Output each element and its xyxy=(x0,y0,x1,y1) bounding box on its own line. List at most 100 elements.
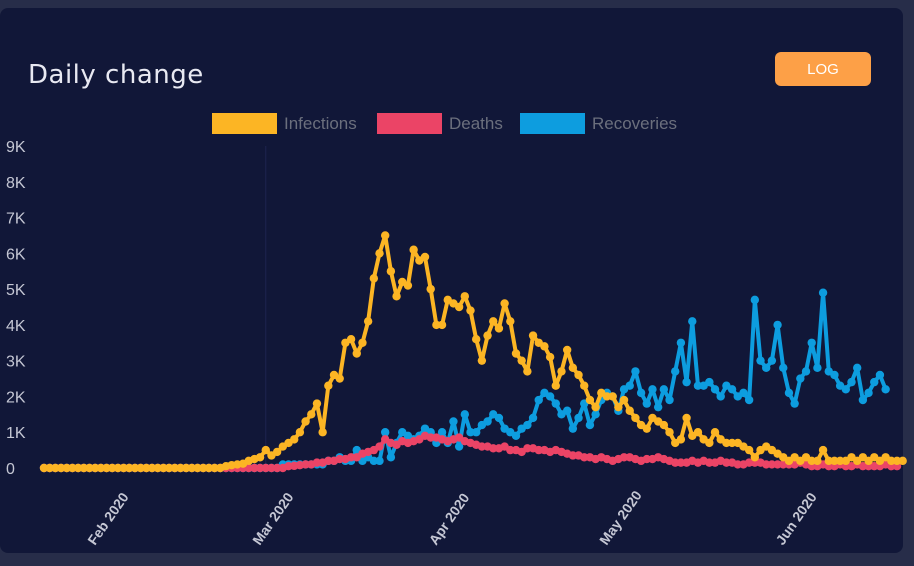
data-point-infections xyxy=(409,245,418,254)
x-tick-label: Jun 2020 xyxy=(772,489,820,547)
data-point-infections xyxy=(545,352,555,362)
data-point-recoveries xyxy=(756,356,765,365)
data-point-infections xyxy=(466,306,475,315)
y-tick-label: 7K xyxy=(6,211,26,228)
data-point-recoveries xyxy=(847,377,856,387)
data-point-recoveries xyxy=(779,363,788,373)
data-point-infections xyxy=(352,349,361,358)
data-point-infections xyxy=(710,428,720,437)
log-scale-button[interactable]: LOG xyxy=(775,52,871,86)
data-point-infections xyxy=(585,395,595,405)
data-point-recoveries xyxy=(653,402,663,412)
data-point-recoveries xyxy=(659,385,669,394)
legend-swatch-recoveries xyxy=(520,113,585,134)
data-point-infections xyxy=(705,438,714,448)
data-point-recoveries xyxy=(528,413,538,423)
y-tick-label: 4K xyxy=(6,318,26,335)
data-point-infections xyxy=(574,370,583,380)
data-point-infections xyxy=(693,428,703,437)
data-point-infections xyxy=(494,324,504,333)
data-point-recoveries xyxy=(523,420,532,430)
data-point-infections xyxy=(528,331,538,340)
legend-swatch-deaths xyxy=(377,113,442,134)
data-point-infections xyxy=(420,252,430,262)
data-point-recoveries xyxy=(574,413,583,423)
data-point-infections xyxy=(255,453,265,462)
legend-label-infections: Infections xyxy=(284,114,357,133)
data-point-recoveries xyxy=(671,367,680,376)
data-point-recoveries xyxy=(801,367,811,376)
data-point-infections xyxy=(363,317,373,326)
data-point-recoveries xyxy=(688,317,697,326)
data-point-recoveries xyxy=(625,381,634,390)
data-point-recoveries xyxy=(727,385,737,394)
data-point-infections xyxy=(551,381,560,390)
data-point-infections xyxy=(261,445,270,455)
data-point-recoveries xyxy=(483,417,492,426)
data-point-recoveries xyxy=(807,338,816,347)
data-point-deaths xyxy=(375,442,384,451)
data-point-infections xyxy=(619,395,629,405)
data-point-infections xyxy=(358,338,367,347)
data-point-infections xyxy=(506,317,515,326)
data-point-recoveries xyxy=(636,388,646,398)
data-point-infections xyxy=(471,335,481,344)
data-point-infections xyxy=(608,392,617,401)
data-point-recoveries xyxy=(437,428,447,437)
data-point-recoveries xyxy=(796,374,805,383)
data-point-infections xyxy=(898,456,907,466)
data-point-recoveries xyxy=(386,453,396,462)
data-point-recoveries xyxy=(551,399,560,408)
data-point-infections xyxy=(301,417,310,426)
data-point-infections xyxy=(744,445,754,455)
data-point-recoveries xyxy=(454,442,464,451)
data-point-infections xyxy=(580,381,589,390)
data-point-recoveries xyxy=(381,428,390,437)
data-point-infections xyxy=(454,302,464,312)
legend-label-deaths: Deaths xyxy=(449,114,503,133)
legend-swatch-infections xyxy=(212,113,277,134)
data-point-recoveries xyxy=(665,395,674,405)
data-point-recoveries xyxy=(852,363,862,373)
data-point-recoveries xyxy=(642,399,651,408)
data-point-recoveries xyxy=(784,388,794,398)
y-tick-label: 8K xyxy=(6,175,26,192)
data-point-infections xyxy=(682,413,691,423)
data-point-infections xyxy=(381,231,390,240)
x-tick-label: May 2020 xyxy=(596,487,645,547)
data-point-recoveries xyxy=(568,424,578,433)
data-point-infections xyxy=(818,445,828,455)
data-point-recoveries xyxy=(830,370,839,380)
data-point-infections xyxy=(426,284,435,294)
x-tick-label: Mar 2020 xyxy=(249,489,297,547)
data-point-infections xyxy=(659,420,669,430)
data-point-recoveries xyxy=(375,456,384,466)
data-point-recoveries xyxy=(767,356,777,365)
data-point-recoveries xyxy=(739,388,748,398)
data-point-recoveries xyxy=(841,385,851,394)
y-tick-label: 2K xyxy=(6,389,26,406)
chart-title: Daily change xyxy=(28,60,204,90)
data-point-infections xyxy=(625,406,634,415)
y-tick-label: 9K xyxy=(6,139,26,156)
y-tick-label: 5K xyxy=(6,282,26,299)
data-point-recoveries xyxy=(705,377,714,387)
data-point-infections xyxy=(750,453,760,462)
data-point-infections xyxy=(631,413,640,423)
data-point-recoveries xyxy=(773,320,782,330)
data-point-recoveries xyxy=(790,399,799,408)
data-point-recoveries xyxy=(870,377,879,387)
data-point-infections xyxy=(318,428,327,437)
data-point-infections xyxy=(568,363,578,373)
x-tick-label: Apr 2020 xyxy=(425,490,472,548)
data-point-recoveries xyxy=(631,367,640,376)
data-point-infections xyxy=(517,356,526,365)
data-point-infections xyxy=(614,402,623,412)
data-point-recoveries xyxy=(449,417,458,426)
data-point-infections xyxy=(386,267,396,276)
data-point-recoveries xyxy=(710,385,720,394)
data-point-infections xyxy=(477,356,487,365)
data-point-recoveries xyxy=(813,363,822,373)
data-point-infections xyxy=(642,424,651,433)
